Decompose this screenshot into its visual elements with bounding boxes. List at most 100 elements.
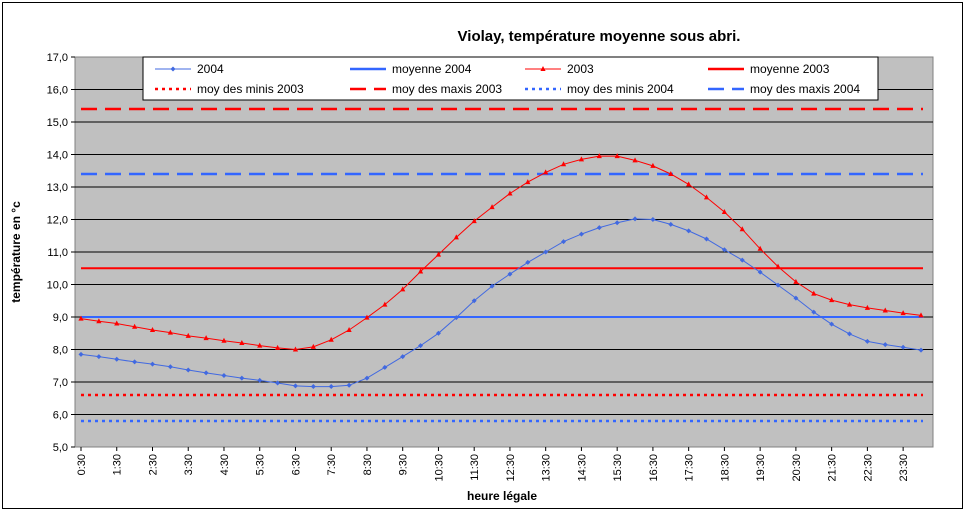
data-point-2004	[882, 342, 888, 348]
series-line-2003	[80, 155, 922, 351]
data-point-2003	[882, 307, 888, 313]
x-tick-label: 22:30	[862, 454, 874, 482]
data-point-2004	[310, 384, 316, 390]
legend-label: 2003	[567, 62, 594, 76]
data-point-2004	[793, 295, 799, 301]
data-point-2004	[847, 331, 853, 337]
y-tick-label: 17,0	[47, 52, 68, 64]
y-tick-label: 11,0	[47, 247, 68, 259]
x-tick-label: 21:30	[827, 454, 839, 482]
y-tick-label: 16,0	[47, 85, 68, 97]
legend-item-2003: 2003	[525, 62, 594, 76]
y-tick-label: 5,0	[53, 442, 68, 454]
data-point-2004	[435, 330, 441, 336]
x-tick-label: 11:30	[469, 454, 481, 481]
legend-item-moyenne-2004: moyenne 2004	[350, 62, 472, 76]
data-point-2004	[382, 364, 388, 370]
data-point-2004	[418, 343, 424, 349]
legend-label: moyenne 2003	[750, 62, 830, 76]
data-point-2004	[96, 354, 102, 360]
data-point-2004	[614, 220, 620, 226]
data-point-2004	[811, 309, 817, 315]
data-point-2003	[364, 314, 370, 320]
data-point-2004	[114, 356, 120, 362]
data-point-2004	[400, 354, 406, 360]
data-point-2004	[596, 225, 602, 231]
data-point-2003	[489, 204, 495, 210]
data-point-2003	[417, 268, 424, 274]
data-point-2003	[257, 342, 263, 348]
series-lines	[78, 153, 924, 390]
data-point-2003	[543, 169, 549, 175]
data-point-2003	[471, 218, 477, 224]
x-tick-label: 0:30	[76, 454, 88, 475]
data-point-2004	[471, 298, 477, 304]
legend-item-moy-des-maxis-2004: moy des maxis 2004	[708, 82, 860, 96]
data-point-2003	[560, 161, 567, 167]
data-point-2003	[650, 162, 656, 168]
legend-item-moy-des-minis-2004: moy des minis 2004	[525, 82, 674, 96]
y-tick-label: 6,0	[53, 410, 68, 422]
data-point-2003	[668, 171, 674, 176]
x-tick-label: 23:30	[898, 454, 910, 482]
data-point-2003	[507, 190, 513, 196]
data-point-2003	[346, 327, 352, 332]
y-tick-label: 15,0	[47, 117, 68, 129]
data-point-2003	[578, 156, 585, 162]
x-tick-label: 5:30	[255, 454, 267, 475]
y-tick-label: 12,0	[47, 215, 68, 227]
data-point-2003	[596, 153, 602, 159]
legend-box	[142, 56, 879, 101]
data-point-2004	[489, 283, 495, 289]
x-tick-label: 6:30	[290, 454, 302, 475]
data-point-2004	[543, 249, 549, 255]
data-point-2004	[292, 383, 298, 389]
y-axis-title: température en °c	[9, 201, 23, 303]
data-point-2003	[203, 335, 209, 341]
data-point-2004	[364, 375, 370, 381]
legend-marker	[540, 66, 546, 71]
data-point-2004	[346, 382, 352, 388]
data-point-2003	[453, 234, 459, 240]
data-point-2003	[739, 226, 745, 232]
data-point-2003	[328, 336, 334, 342]
data-point-2003	[221, 337, 227, 343]
data-point-2004	[721, 247, 727, 253]
data-point-2004	[864, 338, 870, 344]
legend: 2004 moyenne 2004 2003 moyenne 2003 moy des …	[142, 56, 879, 101]
data-point-2003	[400, 286, 406, 292]
data-point-2003	[185, 332, 191, 338]
y-axis: 5,0 6,0 7,0 8,0 9,0 10,0 11,0 12,0 13,0 14,0 15,0 1…	[47, 52, 75, 454]
data-point-2003	[96, 318, 102, 324]
data-point-2003	[525, 179, 531, 185]
data-point-2004	[507, 271, 513, 277]
legend-label: moy des maxis 2004	[750, 82, 860, 96]
data-point-2004	[650, 217, 656, 222]
data-point-2004	[829, 321, 835, 327]
reference-lines	[81, 107, 923, 423]
x-tick-label: 18:30	[719, 454, 731, 482]
data-point-2004	[561, 239, 567, 245]
data-point-2004	[275, 380, 281, 386]
data-point-2003	[614, 153, 620, 159]
data-point-2003	[703, 194, 710, 200]
data-point-2003	[775, 263, 781, 269]
data-point-2003	[918, 312, 924, 318]
x-tick-label: 12:30	[505, 454, 517, 482]
data-point-2004	[632, 216, 638, 222]
data-point-2003	[793, 278, 799, 284]
data-point-2003	[846, 301, 853, 307]
data-point-2003	[435, 251, 442, 257]
legend-label: 2004	[197, 62, 224, 76]
data-point-2004	[149, 361, 155, 367]
data-point-2004	[185, 367, 191, 373]
data-point-2003	[310, 343, 316, 349]
x-axis: 0:30 1:30 2:30 3:30 4:30 5:30 6:30 7:30 8:30 9:30…	[76, 447, 910, 482]
y-tick-label: 7,0	[53, 377, 68, 389]
data-point-2004	[739, 257, 745, 263]
y-tick-label: 10,0	[47, 280, 68, 292]
x-axis-title: heure légale	[467, 489, 537, 503]
chart-title: Violay, température moyenne sous abri.	[458, 28, 741, 45]
data-point-2003	[757, 245, 763, 251]
